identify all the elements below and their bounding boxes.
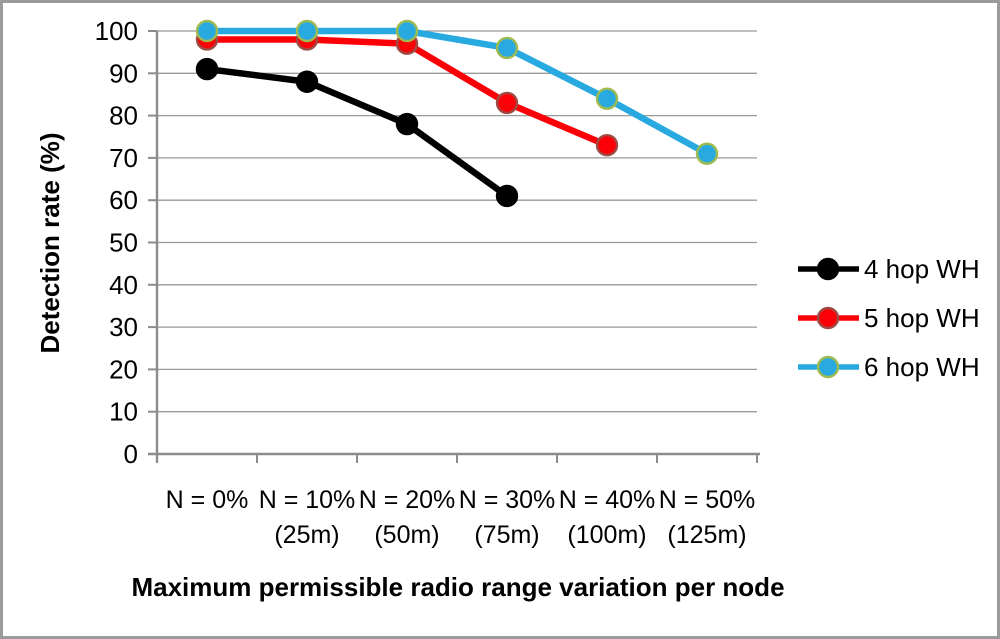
series-marker-6-hop-wh [295, 19, 319, 43]
legend-item-5-hop-wh: 5 hop WH [798, 303, 980, 333]
x-category-label: N = 0% [166, 486, 249, 514]
x-category-label: N = 20% [359, 486, 456, 514]
legend-marker [816, 306, 840, 330]
x-category-sublabel: (100m) [567, 521, 646, 549]
x-category-sublabel: (25m) [274, 521, 339, 549]
legend-label: 6 hop WH [864, 352, 980, 382]
x-category-label: N = 50% [659, 486, 756, 514]
series-marker-4-hop-wh [295, 70, 319, 93]
y-tick-label: 50 [109, 228, 138, 258]
legend: 4 hop WH 5 hop WH 6 hop WH [798, 254, 980, 382]
legend-marker [816, 355, 840, 379]
x-axis-title: Maximum permissible radio range variatio… [131, 572, 784, 602]
series-line-4-hop-wh [203, 65, 511, 200]
y-tick-label: 40 [109, 270, 138, 300]
y-tick-label: 30 [109, 312, 138, 342]
gridlines [157, 30, 757, 413]
y-tick-label: 20 [109, 354, 138, 384]
axes [148, 30, 760, 463]
series-marker-6-hop-wh [495, 36, 519, 60]
y-tick-label: 0 [124, 439, 138, 469]
y-tick-label: 90 [109, 58, 138, 88]
series-marker-6-hop-wh [695, 142, 719, 165]
series-line-6-hop-wh [203, 27, 711, 157]
data-series [195, 19, 719, 208]
series-marker-6-hop-wh [395, 19, 419, 43]
y-tick-label: 10 [109, 397, 138, 427]
series-marker-4-hop-wh [195, 57, 219, 81]
series-marker-5-hop-wh [595, 134, 619, 157]
x-category-label: N = 40% [559, 486, 656, 514]
series-marker-4-hop-wh [395, 112, 419, 136]
x-category-sublabel: (50m) [374, 521, 439, 549]
x-category-sublabel: (125m) [667, 521, 746, 549]
x-category-label: N = 10% [259, 486, 356, 514]
y-tick-label: 60 [109, 185, 138, 215]
y-tick-label: 70 [109, 143, 138, 173]
series-marker-6-hop-wh [195, 19, 219, 43]
legend-label: 5 hop WH [864, 303, 980, 333]
series-marker-4-hop-wh [495, 184, 519, 208]
y-axis-title: Detection rate (%) [35, 132, 65, 353]
legend-label: 4 hop WH [864, 254, 980, 284]
legend-item-4-hop-wh: 4 hop WH [798, 254, 980, 284]
series-marker-6-hop-wh [595, 87, 619, 110]
y-tick-label: 100 [95, 16, 138, 46]
legend-marker [816, 257, 840, 281]
series-marker-5-hop-wh [495, 91, 519, 115]
legend-item-6-hop-wh: 6 hop WH [798, 352, 980, 382]
x-category-label: N = 30% [459, 486, 556, 514]
x-category-sublabel: (75m) [474, 521, 539, 549]
y-tick-label: 80 [109, 101, 138, 131]
